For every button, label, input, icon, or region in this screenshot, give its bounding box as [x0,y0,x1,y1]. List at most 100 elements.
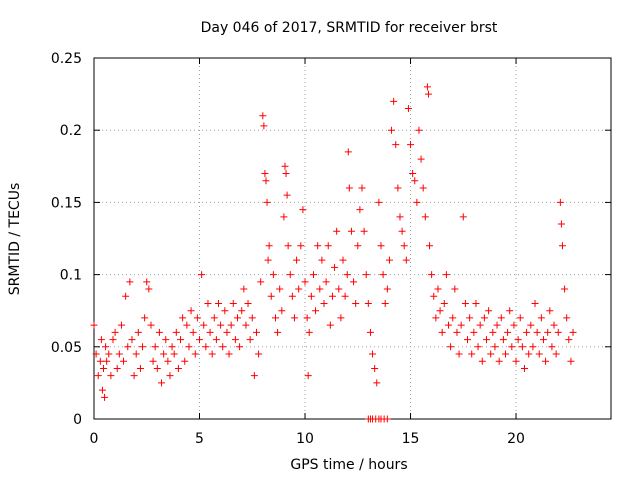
data-point [489,328,497,336]
data-point [141,314,149,322]
data-point [548,343,556,351]
data-point [354,242,362,250]
data-point [558,242,566,250]
data-point [284,242,292,250]
y-tick-label: 0.2 [60,123,82,139]
data-point [518,343,526,351]
data-point [400,242,408,250]
data-point [434,285,442,293]
data-point [390,97,398,105]
data-point [312,307,320,315]
y-tick-label: 0.1 [60,268,82,284]
data-point [383,285,391,293]
data-point [210,314,218,322]
data-point [261,170,269,178]
chart-title: Day 046 of 2017, SRMTID for receiver brs… [201,20,498,36]
data-point [531,299,539,307]
data-point [459,213,467,221]
data-point [385,256,393,264]
data-point [170,350,178,358]
data-point [474,343,482,351]
data-point [143,278,151,286]
data-point [134,328,142,336]
data-point [388,126,396,134]
data-point [255,350,263,358]
data-point [520,364,528,372]
data-point [335,285,343,293]
data-point [322,278,330,286]
y-tick-label: 0.15 [51,195,82,211]
data-point [464,336,472,344]
data-point [90,321,98,329]
data-point [504,328,512,336]
data-point [101,393,109,401]
data-point [189,328,197,336]
data-point [381,299,389,307]
data-point [97,336,105,344]
x-axis-label: GPS time / hours [290,457,407,473]
data-point [193,314,201,322]
data-point [212,336,220,344]
data-point [304,372,312,380]
data-point [442,271,450,279]
data-point [402,256,410,264]
data-point [430,292,438,300]
data-point [128,336,136,344]
plot-frame [93,57,612,420]
data-point [166,372,174,380]
data-point [339,256,347,264]
data-point [552,350,560,358]
data-point [236,343,244,351]
data-point [535,350,543,358]
data-point [262,177,270,185]
data-point [301,278,309,286]
data-point [318,256,326,264]
data-point [177,336,185,344]
data-point [248,314,256,322]
data-point [413,198,421,206]
data-point [280,213,288,221]
y-tick-label: 0.25 [51,51,82,67]
data-point [191,350,199,358]
data-point [501,350,509,358]
data-point [217,321,225,329]
y-axis-label: SRMTID / TECUs [7,183,23,296]
data-point [398,227,406,235]
data-point [445,321,453,329]
data-point [172,328,180,336]
data-point [153,364,161,372]
data-point [149,357,157,365]
y-tick-label: 0.05 [51,340,82,356]
data-point [283,191,291,199]
data-point [233,314,241,322]
data-point [183,321,191,329]
data-point [461,299,469,307]
data-point [529,343,537,351]
data-point [493,321,501,329]
data-point [542,357,550,365]
data-point [447,343,455,351]
data-point [225,350,233,358]
data-point [476,321,484,329]
data-point [314,242,322,250]
data-point [136,364,144,372]
data-point [122,292,130,300]
data-point [179,314,187,322]
data-point [344,148,352,156]
data-point [550,321,558,329]
y-tick-label: 0 [73,412,82,428]
data-point [411,177,419,185]
data-point [208,350,216,358]
data-point [360,227,368,235]
data-point [120,357,128,365]
data-point [333,227,341,235]
data-point [204,299,212,307]
data-point [290,314,298,322]
data-point [373,379,381,387]
data-point [316,285,324,293]
grid [94,58,611,419]
data-point [497,314,505,322]
data-point [94,372,102,380]
x-tick-label: 0 [90,431,99,447]
